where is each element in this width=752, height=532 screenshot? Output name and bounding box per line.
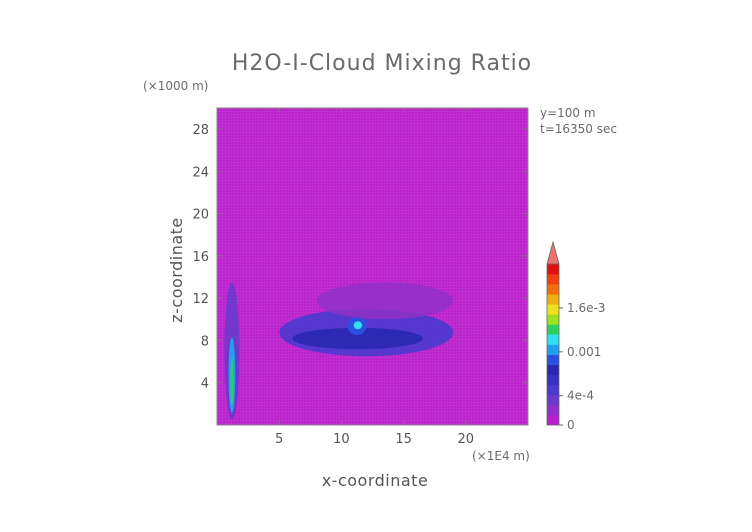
colorbar-swatch — [547, 274, 559, 285]
y-tick-label: 8 — [201, 334, 209, 349]
colorbar: 0 4e-4 0.001 1.6e-3 — [546, 240, 605, 432]
colorbar-swatch — [547, 394, 559, 406]
y-tick-label: 16 — [192, 250, 209, 265]
x-tick-label: 10 — [333, 432, 350, 447]
y-tick-label: 4 — [201, 377, 209, 392]
chart-title: H2O-I-Cloud Mixing Ratio — [232, 51, 532, 76]
colorbar-swatch — [547, 294, 559, 305]
colorbar-swatch — [547, 374, 559, 386]
colorbar-swatch — [547, 414, 559, 426]
region-upper-anvil — [316, 282, 454, 320]
x-tick-label: 5 — [275, 432, 283, 447]
colorbar-swatch — [547, 334, 559, 345]
colorbar-swatch — [547, 384, 559, 396]
annotation-t: t=16350 sec — [540, 122, 617, 136]
y-axis-label: z-coordinate — [167, 217, 186, 323]
colorbar-swatch — [547, 264, 559, 275]
y-tick-label: 20 — [192, 208, 209, 223]
colorbar-swatch — [547, 314, 559, 325]
y-unit-label: (×1000 m) — [143, 79, 208, 93]
region-core-peak — [353, 321, 363, 330]
region-main-cloud-inner — [292, 327, 423, 350]
colorbar-swatch — [547, 354, 559, 365]
colorbar-label: 0 — [567, 418, 575, 432]
x-unit-label: (×1E4 m) — [472, 449, 530, 463]
annotation-y: y=100 m — [540, 106, 596, 120]
colorbar-swatch — [547, 364, 559, 375]
y-tick-label: 24 — [192, 165, 209, 180]
colorbar-swatch — [547, 404, 559, 416]
x-axis-label: x-coordinate — [322, 471, 429, 490]
x-tick-label: 20 — [458, 432, 475, 447]
plot-background — [217, 108, 528, 425]
colorbar-swatch — [547, 284, 559, 295]
plot-frame — [216, 107, 529, 426]
colorbar-swatch — [547, 324, 559, 335]
y-tick-label: 28 — [192, 123, 209, 138]
colorbar-swatch — [547, 344, 559, 355]
colorbar-label: 1.6e-3 — [567, 301, 605, 315]
plot-area — [216, 107, 529, 426]
colorbar-swatch — [547, 304, 559, 315]
region-left-column-peak — [230, 357, 234, 406]
colorbar-label: 4e-4 — [567, 389, 594, 403]
colorbar-label: 0.001 — [567, 345, 601, 359]
x-tick-label: 15 — [395, 432, 412, 447]
colorbar-extend-arrow — [546, 240, 560, 265]
y-tick-label: 12 — [192, 292, 209, 307]
